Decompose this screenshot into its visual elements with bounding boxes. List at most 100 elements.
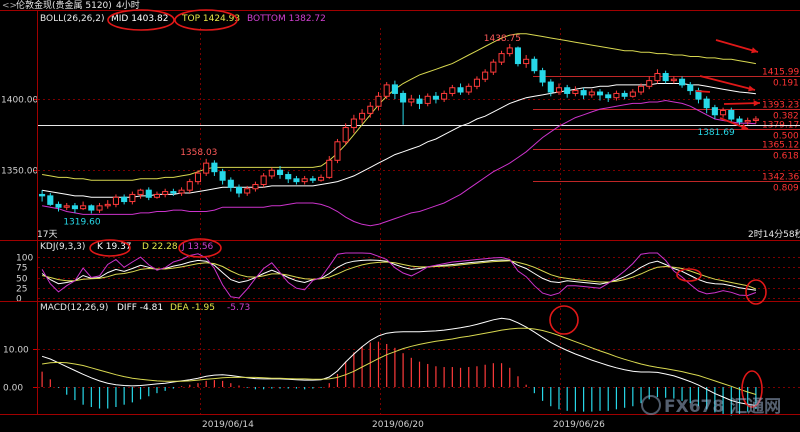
recent-low-label: 1381.69 <box>697 128 734 138</box>
candle-up <box>465 85 472 93</box>
kdj-j-label: J 13.56 <box>181 242 214 252</box>
candle-down <box>457 87 464 93</box>
candle-down <box>71 205 78 210</box>
candle-down <box>121 196 128 203</box>
candle-down <box>687 84 694 92</box>
trend-arrow-head <box>753 100 760 107</box>
left-count-label: 17天 <box>37 230 57 240</box>
candle-up <box>375 95 382 107</box>
candle-down <box>285 174 292 180</box>
macd-tick-label: 10.00 <box>3 346 29 356</box>
macd-tick-label: 0.00 <box>3 384 23 394</box>
candle-up <box>670 78 677 82</box>
candle-down <box>703 98 710 109</box>
candle-up <box>112 196 119 205</box>
watermark: FX678 汇通网 <box>641 395 781 417</box>
macd-dea-label: DEA -1.95 <box>170 303 215 313</box>
candle-up <box>342 127 349 143</box>
y-tick-label: 1350.00 <box>1 167 38 177</box>
countdown-label: 2时14分58秒 <box>748 228 800 240</box>
candle-up <box>301 178 308 183</box>
candle-down <box>621 92 628 97</box>
x-tick-label: 2019/06/14 <box>202 420 254 430</box>
boll-top-label: TOP 1424.93 <box>181 14 240 24</box>
candle-up <box>186 181 193 191</box>
kdj-tick-label: 100 <box>16 254 33 264</box>
candle-up <box>80 205 87 210</box>
macd-dea-line <box>42 327 757 395</box>
candle-down <box>219 171 226 181</box>
trend-mark <box>695 90 711 93</box>
high-price-label: 1438.75 <box>484 34 521 44</box>
kdj-k-label: K 19.37 <box>97 242 132 252</box>
kdj-k-line <box>41 259 756 291</box>
candle-up <box>523 58 530 65</box>
kdj-tick-label: 25 <box>16 285 27 295</box>
candle-up <box>129 193 136 203</box>
candle-up <box>203 162 210 174</box>
candle-up <box>588 91 595 96</box>
header-arrows[interactable]: <> <box>2 1 17 11</box>
fib-ratio-label: 0.191 <box>773 79 799 89</box>
candle-up <box>383 84 390 97</box>
candle-down <box>170 191 177 194</box>
candle-down <box>711 107 718 116</box>
candle-down <box>736 118 743 123</box>
annotation-overlays <box>89 9 767 408</box>
candle-up <box>555 87 563 93</box>
kdj-end-circle <box>745 279 767 305</box>
candle-down <box>55 203 62 208</box>
period-label[interactable]: 4小时 <box>116 0 140 11</box>
candle-up <box>318 176 325 181</box>
kdj-tick-label: 50 <box>16 275 28 285</box>
price-panel: 1350.00 1400.00 1415.990.191 1393.230.382 13… <box>1 28 800 414</box>
macd-panel: 0.00 10.00 <box>3 317 800 416</box>
candle-up <box>104 203 111 207</box>
candle-up <box>613 92 620 99</box>
candle-up <box>506 47 513 55</box>
candle-up <box>252 183 259 190</box>
fib-price-label: 1342.36 <box>762 173 799 183</box>
candle-up <box>96 205 103 211</box>
candle-up <box>441 92 448 100</box>
trend-arrow <box>699 75 756 91</box>
candle-up <box>449 87 456 94</box>
candle-down <box>547 81 554 93</box>
fib-ratio-label: 0.809 <box>773 184 799 194</box>
candle-down <box>309 178 316 181</box>
candle-down <box>531 58 538 72</box>
trend-arrow-head <box>751 47 758 54</box>
candle-up <box>720 110 727 116</box>
candle-up <box>63 205 70 208</box>
candle-up <box>408 98 415 103</box>
boll-mid-line <box>42 83 756 198</box>
candle-down <box>211 162 218 173</box>
local-high-label: 1358.03 <box>180 148 217 158</box>
candle-up <box>153 193 161 198</box>
candle-down <box>432 95 439 100</box>
kdj-label: KDJ(9,3,3) <box>40 242 85 252</box>
candle-up <box>646 80 653 87</box>
boll-top-line <box>42 33 756 181</box>
candle-up <box>359 112 366 120</box>
mid-label-circle <box>107 9 175 31</box>
candle-down <box>227 179 234 188</box>
y-tick-label: 1400.00 <box>1 96 38 106</box>
kdj-tick-label: 0 <box>16 295 22 305</box>
boll-bottom-line <box>42 99 756 227</box>
macd-diff-line <box>41 317 756 406</box>
candle-down <box>47 195 54 205</box>
fib-price-label: 1415.99 <box>762 68 799 78</box>
candle-down <box>514 47 522 65</box>
candle-up <box>744 119 751 123</box>
candle-down <box>416 98 423 104</box>
candle-down <box>596 91 604 96</box>
boll-bottom-label: BOTTOM 1382.72 <box>247 14 326 24</box>
candle-down <box>145 189 152 198</box>
macd-label: MACD(12,26,9) <box>40 303 108 313</box>
candle-down <box>662 73 669 82</box>
candle-down <box>293 178 300 183</box>
candle-up <box>637 85 645 93</box>
candle-down <box>400 92 407 103</box>
